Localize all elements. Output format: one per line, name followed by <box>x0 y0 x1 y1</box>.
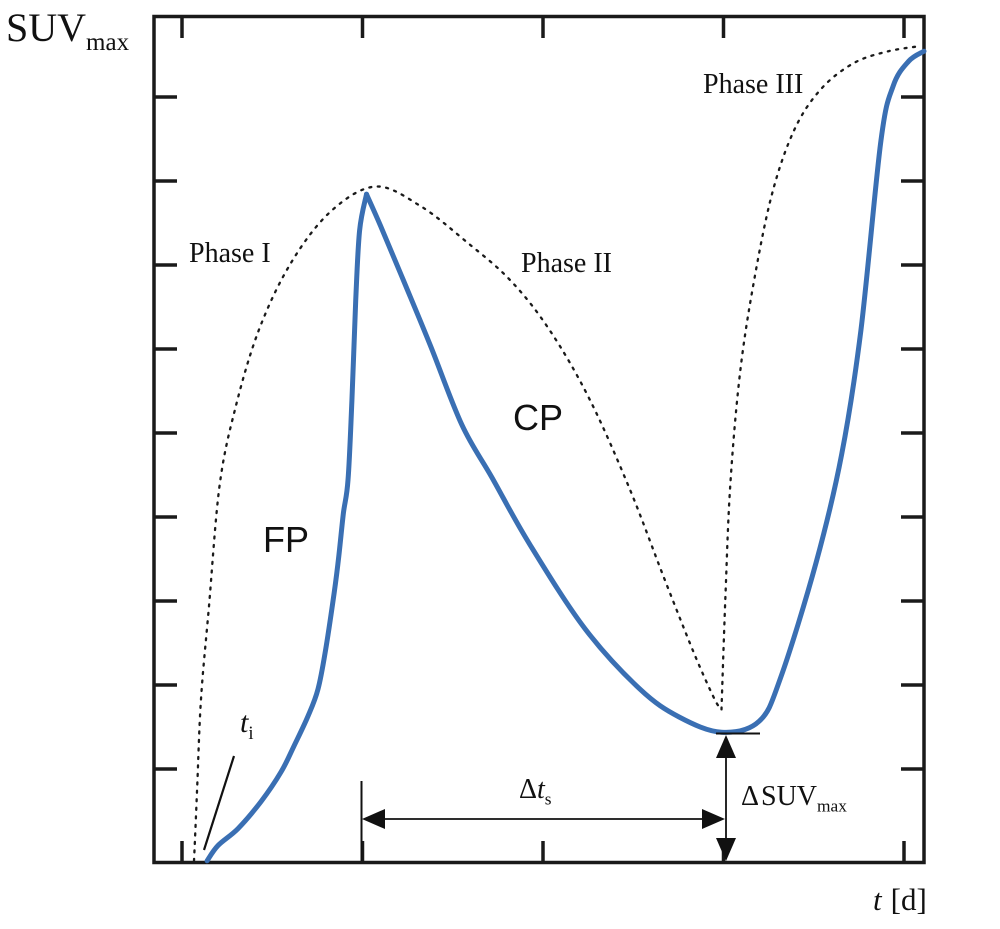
dotted-curve-segment <box>720 44 922 711</box>
delta-t-delta: Δ <box>519 774 538 805</box>
delta-t-var: t <box>537 774 545 805</box>
solid-suv-curve <box>204 48 927 864</box>
solid-curve-segment <box>204 191 369 864</box>
fp-curve-label: FP <box>263 519 310 560</box>
delta-suv-sub: max <box>817 796 847 816</box>
axis-ticks <box>155 18 923 861</box>
dotted-envelope-curve <box>192 44 922 862</box>
t-i-annotation: ti <box>240 706 254 743</box>
delta-t-arrowhead-right <box>702 809 725 829</box>
t-i-var: t <box>240 706 249 739</box>
phase-i-label: Phase I <box>189 238 271 269</box>
t-i-pointer-line <box>202 755 236 851</box>
phase-ii-label: Phase II <box>521 248 612 279</box>
dotted-curve-segment <box>192 185 723 862</box>
x-axis-label: t [d] <box>873 884 927 915</box>
delta-t-arrowhead-left <box>362 809 385 829</box>
delta-suv-arrowhead-top <box>716 735 736 758</box>
delta-suv-main: SUV <box>761 781 818 812</box>
delta-suv-label: ΔSUVmax <box>741 781 847 815</box>
phase-iii-label: Phase III <box>703 69 804 100</box>
y-axis-label: SUVmax <box>6 5 129 56</box>
x-axis-var: t <box>873 882 882 917</box>
delta-t-sub: s <box>544 789 552 809</box>
delta-t-span-label: Δts <box>519 774 552 808</box>
delta-suv-delta: Δ <box>741 781 760 812</box>
t-i-sub: i <box>248 723 254 744</box>
cp-curve-label: CP <box>513 397 564 438</box>
y-axis-label-main: SUV <box>6 5 87 50</box>
delta-suv-arrowhead-bottom <box>716 838 736 861</box>
solid-curve-segment <box>364 48 927 735</box>
plot-frame <box>152 14 926 865</box>
y-axis-label-sub: max <box>86 29 130 56</box>
annotation-lines <box>202 732 760 861</box>
x-axis-unit: [d] <box>890 882 927 917</box>
